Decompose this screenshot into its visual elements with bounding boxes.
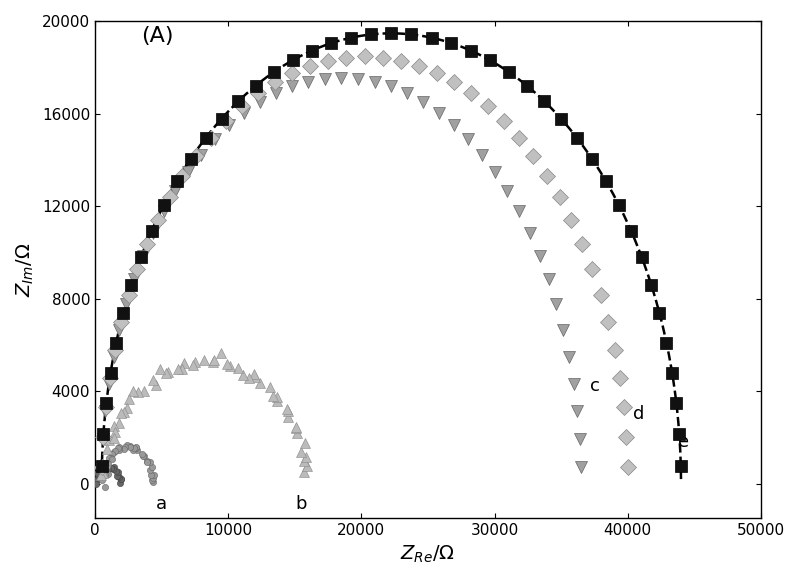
Text: e: e	[678, 433, 690, 451]
X-axis label: $Z_{Re}/\Omega$: $Z_{Re}/\Omega$	[401, 543, 455, 565]
Text: b: b	[296, 495, 307, 513]
Text: a: a	[156, 495, 167, 513]
Y-axis label: $Z_{Im}/\Omega$: $Z_{Im}/\Omega$	[15, 242, 36, 297]
Text: c: c	[590, 378, 599, 396]
Text: d: d	[633, 405, 644, 423]
Text: (A): (A)	[142, 26, 174, 46]
